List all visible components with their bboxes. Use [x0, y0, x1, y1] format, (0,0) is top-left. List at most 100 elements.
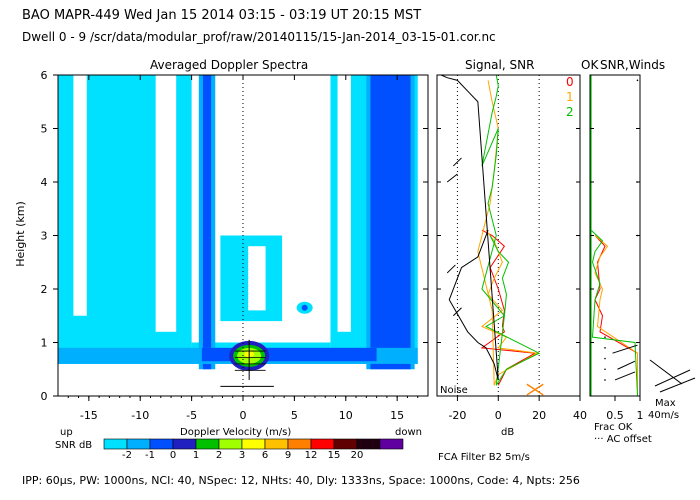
y-tick-label: 3 — [41, 230, 48, 243]
x-tick-label: -15 — [80, 409, 98, 422]
colorbar-swatch — [264, 438, 289, 450]
winds-x-tick-label: 0.5 — [606, 409, 624, 422]
echo-blob-core — [301, 304, 308, 311]
wind-barb — [617, 360, 636, 370]
x-left-label: up — [60, 427, 73, 438]
snr-colorbar: -2 -1 0 1 2 3 6 9 12 15 20 — [103, 438, 404, 461]
snr-x-tick-label: 0 — [495, 409, 502, 422]
gap-2 — [155, 75, 177, 332]
colorbar-swatch — [149, 438, 174, 450]
frac-ok-label: Frac OK — [594, 422, 633, 433]
wind-scale-arrow — [649, 359, 683, 385]
ac-offset-dot — [604, 357, 606, 360]
x-tick-label: -10 — [131, 409, 149, 422]
clutter-band-right-inner — [370, 75, 411, 370]
colorbar-label: 3 — [239, 450, 245, 461]
x-tick-label: 5 — [291, 409, 298, 422]
low-band-inner — [201, 347, 377, 362]
clutter-band-left-inner — [202, 75, 212, 370]
signal-mark — [452, 157, 462, 167]
colorbar-label: 9 — [285, 450, 291, 461]
colorbar-label: 1 — [193, 450, 199, 461]
spectra-title: Averaged Doppler Spectra — [150, 58, 309, 72]
gap-1 — [73, 75, 87, 316]
colorbar-swatch — [195, 438, 220, 450]
winds-series-1 — [594, 235, 638, 396]
y-tick-label: 2 — [41, 283, 48, 296]
colorbar-label: 6 — [262, 450, 268, 461]
snr-x-tick-label: 40 — [573, 409, 587, 422]
header-file-path: Dwell 0 - 9 /scr/data/modular_prof/raw/2… — [22, 30, 496, 44]
signal-mark — [446, 173, 458, 183]
colorbar-label: -2 — [122, 450, 132, 461]
colorbar-label: 0 — [170, 450, 176, 461]
x-tick-label: 10 — [339, 409, 353, 422]
snr-series-2 — [481, 74, 541, 386]
gap-center-right — [284, 75, 331, 343]
colorbar-label: 2 — [216, 450, 222, 461]
colorbar-swatch — [310, 438, 335, 450]
winds-title: SNR,Winds — [600, 58, 666, 72]
x-right-label: down — [395, 427, 422, 438]
signal-snr-plot: -20 0 20 40 — [436, 74, 587, 422]
colorbar-title: SNR dB — [55, 440, 93, 451]
y-tick-label: 6 — [41, 69, 48, 82]
colorbar-swatch — [172, 438, 197, 450]
header-title: BAO MAPR-449 Wed Jan 15 2014 03:15 - 03:… — [22, 8, 422, 23]
colorbar-swatch — [103, 438, 128, 450]
signal-mark — [446, 264, 456, 274]
y-tick-label: 5 — [41, 123, 48, 136]
x-tick-label: -5 — [186, 409, 197, 422]
ac-offset-dot — [604, 336, 606, 338]
snr-x-marker — [526, 383, 544, 396]
colorbar-swatch — [379, 438, 404, 450]
ac-offset-dot — [604, 347, 606, 349]
colorbar-label: 15 — [328, 450, 341, 461]
snr-series-0 — [480, 229, 537, 386]
colorbar-swatch — [218, 438, 243, 450]
wind-scale-arrow — [659, 377, 696, 393]
wind-scale-arrow — [654, 369, 691, 387]
snr-winds-plot: 0.5 1 — [589, 74, 696, 422]
wind-max-label: Max — [655, 398, 676, 409]
colorbar-swatch — [241, 438, 266, 450]
colorbar-label: 20 — [351, 450, 364, 461]
wind-barb — [612, 344, 638, 354]
y-tick-label: 1 — [41, 337, 48, 350]
colorbar-swatch — [126, 438, 151, 450]
legend-series-2: 2 — [566, 105, 574, 119]
x-tick-label: 0 — [240, 409, 247, 422]
wind-barb — [614, 371, 636, 381]
ac-offset-dot — [604, 368, 606, 371]
legend-series-0: 0 — [566, 75, 574, 89]
ac-offset-dot — [604, 379, 606, 381]
colorbar-swatch — [333, 438, 358, 450]
legend-series-1: 1 — [566, 90, 574, 104]
snr-x-tick-label: -20 — [448, 409, 466, 422]
winds-ok-label: OK — [581, 58, 599, 72]
snr-series-signal — [440, 74, 499, 381]
winds-x-tick-label: 1 — [637, 409, 644, 422]
doppler-spectra-plot: -15 -10 -5 0 5 10 15 0 1 2 3 4 5 6 — [41, 69, 429, 422]
colorbar-label: -1 — [145, 450, 155, 461]
noise-label: Noise — [440, 385, 468, 396]
x-tick-label: 15 — [390, 409, 404, 422]
signal-mark — [452, 307, 462, 317]
y-axis-label: Height (km) — [13, 201, 27, 267]
y-tick-label: 4 — [41, 176, 48, 189]
wind-max-value: 40m/s — [648, 410, 680, 421]
y-tick-label: 0 — [41, 390, 48, 403]
winds-series-2 — [590, 229, 638, 397]
x-axis-label: Doppler Velocity (m/s) — [180, 427, 292, 438]
snr-x-axis-label: dB — [501, 427, 515, 438]
colorbar-swatch — [287, 438, 312, 450]
colorbar-label: 12 — [305, 450, 318, 461]
ac-offset-label: ··· AC offset — [594, 434, 652, 445]
gap-3 — [337, 75, 351, 332]
colorbar-swatch — [356, 438, 381, 450]
winds-frame — [589, 74, 641, 397]
winds-series-0 — [594, 235, 638, 396]
winds-dot — [636, 79, 639, 82]
echo-3km-hole — [248, 246, 266, 311]
